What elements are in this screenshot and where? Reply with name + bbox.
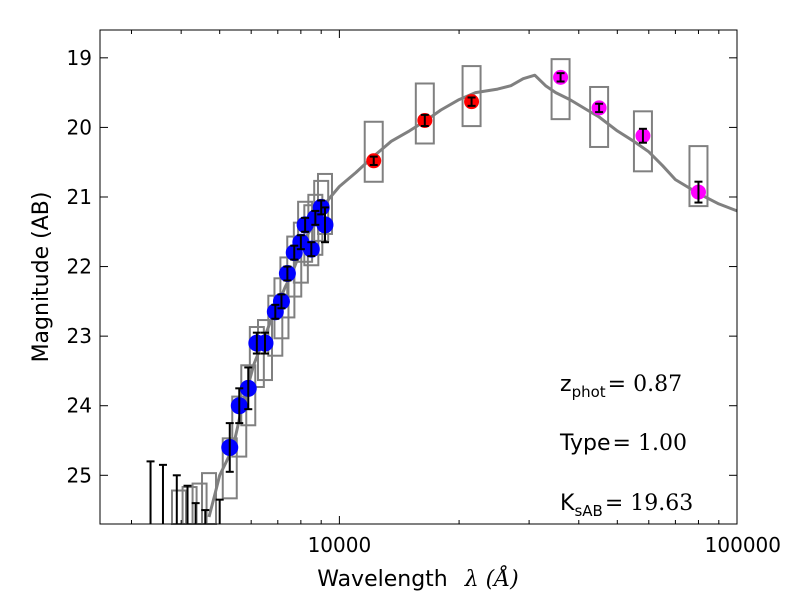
y-tick-label: 21 [67, 185, 92, 209]
y-tick-label: 25 [67, 463, 92, 487]
annotation-zphot-label: z [560, 372, 572, 397]
model-box-optical-2 [240, 364, 257, 427]
svg-text:zphot= 0.87: zphot= 0.87 [560, 372, 682, 401]
x-tick-label: 10000 [308, 533, 372, 557]
annotation-zphot: zphot= 0.87 [560, 372, 682, 401]
annotation-ksab-value: = 19.63 [605, 491, 693, 516]
model-box-low-1 [181, 486, 198, 526]
annotation-zphot-value: = 0.87 [608, 372, 682, 397]
template-sed-line [207, 73, 738, 518]
x-axis-label-math: λ (Å) [464, 564, 519, 592]
y-tick-label: 19 [67, 46, 92, 70]
plot-frame [99, 29, 738, 525]
axis-ticks [100, 30, 738, 524]
model-box-near-infrared-0 [363, 120, 384, 183]
annotation-ksab: KsAB= 19.63 [560, 491, 693, 520]
model-box-optical-3 [248, 326, 265, 389]
x-tick-label: 100000 [705, 533, 781, 557]
svg-text:Type= 1.00: Type= 1.00 [559, 431, 687, 456]
y-tick-label: 22 [67, 255, 92, 279]
upper-limits [146, 460, 224, 524]
svg-text:KsAB= 19.63: KsAB= 19.63 [560, 491, 693, 520]
tick-labels: 19 20 21 22 23 24 25 10000 100000 [67, 46, 781, 557]
annotation-zphot-sub: phot [572, 383, 606, 401]
x-axis-label-text: Wavelength [317, 567, 448, 592]
model-box-IRAC-1 [589, 85, 610, 148]
y-tick-label: 20 [67, 115, 92, 139]
annotation-type: Type= 1.00 [559, 431, 687, 456]
model-box-IRAC-3 [688, 145, 709, 208]
annotation-ksab-sub: sAB [574, 502, 602, 520]
error-bars [225, 72, 703, 473]
template-sed [207, 73, 738, 518]
model-box-IRAC-0 [550, 58, 571, 121]
y-tick-label: 24 [67, 394, 92, 418]
model-box-near-infrared-2 [461, 65, 482, 128]
model-box-low-0 [170, 489, 187, 525]
y-axis-label: Magnitude (AB) [29, 192, 54, 363]
annotation-ksab-label: K [560, 491, 575, 516]
y-tick-label: 23 [67, 324, 92, 348]
annotation-type-label: Type [559, 431, 611, 456]
annotation-type-value: = 1.00 [613, 431, 687, 456]
x-axis-label: Wavelength λ (Å) [317, 564, 519, 592]
